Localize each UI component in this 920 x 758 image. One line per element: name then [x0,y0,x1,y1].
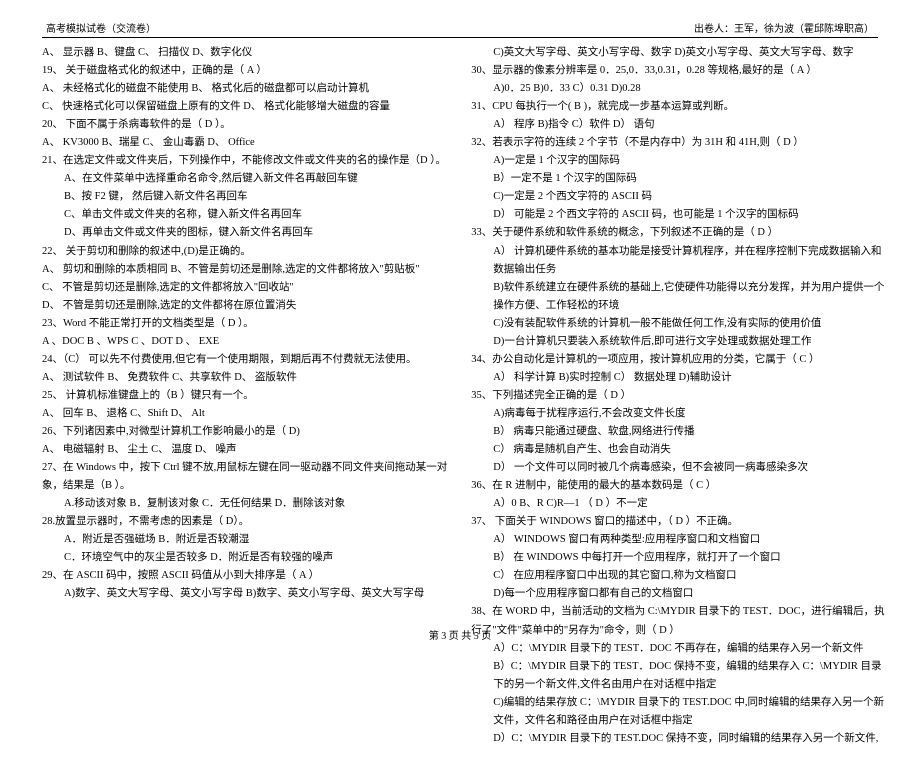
text-line: 文件，文件名和路径由用户在对话框中指定 [471,712,884,730]
text-line: C)英文大写字母、英文小写字母、数字 D)英文小写字母、英文大写字母、数字 [471,44,884,62]
right-column: C)英文大写字母、英文小写字母、数字 D)英文小写字母、英文大写字母、数字30、… [471,44,884,748]
text-line: A、 电磁辐射 B、 尘土 C、 温度 D、 噪声 [42,441,447,459]
text-line: C） 病毒是随机自产生、也会自动消失 [471,441,884,459]
text-line: 19、 关于磁盘格式化的叙述中，正确的是（ A ） [42,62,447,80]
text-line: A、 KV3000 B、瑞星 C、 金山毒霸 D、 Office [42,134,447,152]
text-line: 30、显示器的像素分辨率是 0．25,0．33,0.31，0.28 等规格,最好… [471,62,884,80]
text-line: A） 科学计算 B)实时控制 C） 数据处理 D)辅助设计 [471,369,884,387]
page-container: 高考模拟试卷（交流卷） 出卷人：王军，徐为波（霍邱陈埠职高） A、 显示器 B、… [0,0,920,758]
text-line: B、按 F2 键， 然后键入新文件名再回车 [42,188,447,206]
text-line: B）一定不是 1 个汉字的国际码 [471,170,884,188]
text-line: C)一定是 2 个西文字符的 ASCII 码 [471,188,884,206]
text-line: C） 在应用程序窗口中出现的其它窗口,称为文档窗口 [471,567,884,585]
text-line: A） WINDOWS 窗口有两种类型:应用程序窗口和文档窗口 [471,531,884,549]
text-line: 操作方便、工作轻松的环境 [471,297,884,315]
text-line: 29、在 ASCII 码中，按照 ASCII 码值从小到大排序是（ A ） [42,567,447,585]
text-line: B） 在 WINDOWS 中每打开一个应用程序，就打开了一个窗口 [471,549,884,567]
text-line: 31、CPU 每执行一个( B )，就完成一步基本运算或判断。 [471,98,884,116]
text-line: A)0．25 B)0．33 C）0.31 D)0.28 [471,80,884,98]
text-line: 37、 下面关于 WINDOWS 窗口的描述中，（ D ）不正确。 [471,513,884,531]
text-line: B）C：\MYDIR 目录下的 TEST．DOC 保持不变，编辑的结果存入 C：… [471,658,884,676]
text-line: A)病毒每于扰程序运行,不会改变文件长度 [471,405,884,423]
text-line: B） 病毒只能通过硬盘、软盘,网络进行传播 [471,423,884,441]
text-line: C)编辑的结果存放 C：\MYDIR 目录下的 TEST.DOC 中,同时编辑的… [471,694,884,712]
content-columns: A、 显示器 B、键盘 C、 扫描仪 D、数字化仪19、 关于磁盘格式化的叙述中… [42,44,878,748]
text-line: A、 未经格式化的磁盘不能使用 B、 格式化后的磁盘都可以启动计算机 [42,80,447,98]
header-left: 高考模拟试卷（交流卷） [46,20,156,35]
text-line: A)数字、英文大写字母、英文小写字母 B)数字、英文小写字母、英文大写字母 [42,585,447,603]
text-line: D） 一个文件可以同时被几个病毒感染，但不会被同一病毒感染多次 [471,459,884,477]
text-line: 20、 下面不属于杀病毒软件的是（ D ）。 [42,116,447,134]
text-line: B)软件系统建立在硬件系统的基础上,它使硬件功能得以充分发挥，并为用户提供一个 [471,279,884,297]
text-line: 34、办公自动化是计算机的一项应用，按计算机应用的分类，它属于（ C ） [471,351,884,369]
text-line: 27、在 Windows 中，按下 Ctrl 键不放,用鼠标左键在同一驱动器不同… [42,459,447,477]
text-line: D） 可能是 2 个西文字符的 ASCII 码，也可能是 1 个汉字的国标码 [471,206,884,224]
text-line: A） 程序 B)指令 C）软件 D） 语句 [471,116,884,134]
text-line: A）0 B、R C)R—1 （ D ）不一定 [471,495,884,513]
text-line: A、 测试软件 B、 免费软件 C、共享软件 D、 盗版软件 [42,369,447,387]
text-line: 数据输出任务 [471,261,884,279]
text-line: 32、若表示字符的连续 2 个字节（不是内存中）为 31H 和 41H,则（ D… [471,134,884,152]
text-line: A、 回车 B、 退格 C、Shift D、 Alt [42,405,447,423]
text-line: A、在文件菜单中选择重命名命令,然后键入新文件名再敲回车键 [42,170,447,188]
text-line: C、 不管是剪切还是删除,选定的文件都将放入"回收站" [42,279,447,297]
text-line: A、 显示器 B、键盘 C、 扫描仪 D、数字化仪 [42,44,447,62]
text-line: 38、在 WORD 中，当前活动的文档为 C:\MYDIR 目录下的 TEST．… [471,603,884,621]
text-line: D)一台计算机只要装入系统软件后,即可进行文字处理或数据处理工作 [471,333,884,351]
text-line: A、 剪切和删除的本质相同 B、不管是剪切还是删除,选定的文件都将放入"剪贴板" [42,261,447,279]
text-line: A）C：\MYDIR 目录下的 TEST．DOC 不再存在，编辑的结果存入另一个… [471,640,884,658]
text-line: C、 快速格式化可以保留磁盘上原有的文件 D、 格式化能够增大磁盘的容量 [42,98,447,116]
header-right: 出卷人：王军，徐为波（霍邱陈埠职高） [694,20,874,35]
page-header: 高考模拟试卷（交流卷） 出卷人：王军，徐为波（霍邱陈埠职高） [42,20,878,38]
text-line: 22、 关于剪切和删除的叙述中,(D)是正确的。 [42,243,447,261]
text-line: D、 不管是剪切还是删除,选定的文件都将在原位置消失 [42,297,447,315]
text-line: 24、（C） 可以先不付费使用,但它有一个使用期限，到期后再不付费就无法使用。 [42,351,447,369]
page-footer: 第 3 页 共 5 页 [0,627,920,642]
text-line: 23、Word 不能正常打开的文档类型是（ D ）。 [42,315,447,333]
text-line: C)没有装配软件系统的计算机一般不能做任何工作,没有实际的使用价值 [471,315,884,333]
text-line: A） 计算机硬件系统的基本功能是接受计算机程序，并在程序控制下完成数据输入和 [471,243,884,261]
text-line: 36、在 R 进制中，能使用的最大的基本数码是（ C ） [471,477,884,495]
text-line: 33、关于硬件系统和软件系统的概念，下列叙述不正确的是（ D ） [471,224,884,242]
text-line: 35、下列描述完全正确的是（ D ） [471,387,884,405]
text-line: D、再单击文件或文件夹的图标，键入新文件名再回车 [42,224,447,242]
text-line: A)一定是 1 个汉字的国际码 [471,152,884,170]
text-line: 25、 计算机标准键盘上的（B ）键只有一个。 [42,387,447,405]
text-line: C、单击文件或文件夹的名称，键入新文件名再回车 [42,206,447,224]
text-line: 下的另一个新文件,文件名由用户在对话框中指定 [471,676,884,694]
text-line: 26、下列诸因素中,对微型计算机工作影响最小的是（ D) [42,423,447,441]
text-line: A.移动该对象 B．复制该对象 C．无任何结果 D．删除该对象 [42,495,447,513]
text-line: 象，结果是（B ）。 [42,477,447,495]
text-line: 21、在选定文件或文件夹后，下列操作中，不能修改文件或文件夹的名的操作是（D ）… [42,152,447,170]
left-column: A、 显示器 B、键盘 C、 扫描仪 D、数字化仪19、 关于磁盘格式化的叙述中… [42,44,447,748]
text-line: D)每一个应用程序窗口都有自己的文档窗口 [471,585,884,603]
text-line: 28.放置显示器时，不需考虑的因素是（ D）。 [42,513,447,531]
text-line: D）C：\MYDIR 目录下的 TEST.DOC 保持不变，同时编辑的结果存入另… [471,730,884,748]
text-line: A 、DOC B 、WPS C 、DOT D 、 EXE [42,333,447,351]
text-line: C．环境空气中的灰尘是否较多 D．附近是否有较强的噪声 [42,549,447,567]
text-line: A．附近是否强磁场 B．附近是否较潮湿 [42,531,447,549]
